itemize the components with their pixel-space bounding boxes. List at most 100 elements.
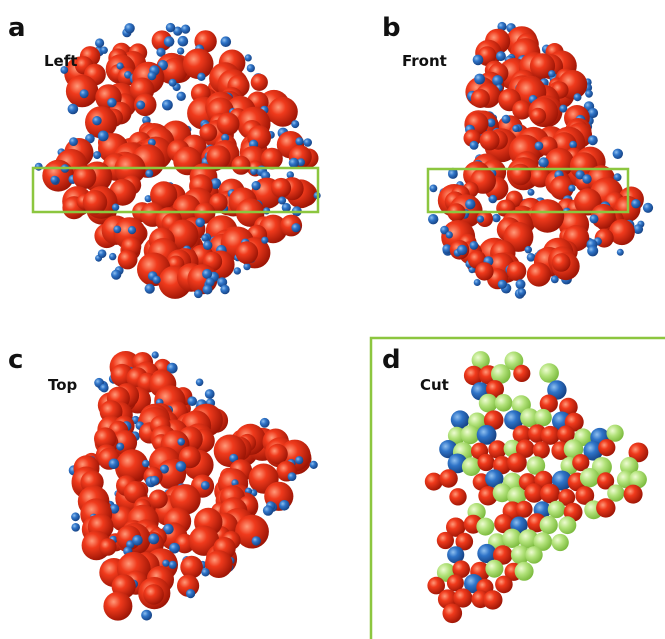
sphere xyxy=(430,185,438,193)
sphere xyxy=(111,270,121,280)
sphere xyxy=(180,556,203,579)
sphere xyxy=(195,218,205,228)
sphere xyxy=(141,610,152,621)
sphere xyxy=(221,36,232,47)
sphere xyxy=(530,108,546,124)
sphere xyxy=(169,79,177,87)
sphere xyxy=(100,384,109,393)
sphere xyxy=(142,460,150,468)
sphere xyxy=(474,74,485,85)
sphere xyxy=(480,130,500,150)
sphere xyxy=(534,409,551,426)
sphere xyxy=(153,276,161,284)
sphere xyxy=(548,501,565,518)
sphere xyxy=(527,262,551,286)
sphere xyxy=(263,505,273,515)
sphere xyxy=(470,241,479,250)
sphere xyxy=(118,250,138,270)
sphere xyxy=(495,576,513,594)
sphere xyxy=(109,253,116,260)
sphere xyxy=(234,267,241,274)
sphere xyxy=(485,560,503,578)
panel-letter: d xyxy=(382,345,401,375)
sphere xyxy=(164,36,175,47)
sphere xyxy=(507,453,527,473)
sphere xyxy=(492,214,500,222)
sphere xyxy=(617,249,624,256)
sphere xyxy=(475,262,493,280)
sphere xyxy=(124,23,134,33)
sphere xyxy=(128,226,136,234)
sphere xyxy=(538,157,548,167)
sphere xyxy=(535,142,544,151)
sphere xyxy=(169,561,177,569)
sphere xyxy=(607,425,624,442)
sphere xyxy=(568,185,575,192)
sphere xyxy=(449,488,466,505)
sphere xyxy=(471,89,490,108)
sphere xyxy=(596,498,615,517)
sphere xyxy=(470,141,479,150)
sphere xyxy=(93,151,101,159)
sphere xyxy=(116,443,124,451)
sphere xyxy=(232,156,251,175)
sphere xyxy=(289,158,299,168)
sphere xyxy=(68,104,79,115)
sphere xyxy=(201,568,209,576)
sphere xyxy=(295,456,303,464)
sphere xyxy=(643,203,653,213)
sphere xyxy=(203,285,213,295)
sphere xyxy=(496,51,506,61)
sphere xyxy=(271,178,291,198)
sphere xyxy=(516,501,533,518)
sphere xyxy=(148,72,157,81)
sphere xyxy=(186,589,195,598)
sphere xyxy=(588,135,598,145)
sphere-layer xyxy=(35,22,653,623)
sphere xyxy=(92,116,101,125)
sphere xyxy=(143,584,164,605)
sphere xyxy=(149,490,168,509)
sphere xyxy=(176,461,187,472)
panel-letter: b xyxy=(382,13,401,43)
sphere xyxy=(540,484,560,504)
sphere xyxy=(580,468,599,487)
panel-letter: c xyxy=(8,345,23,375)
sphere xyxy=(539,363,559,383)
sphere xyxy=(502,115,511,124)
sphere xyxy=(295,137,303,145)
sphere xyxy=(551,276,559,284)
sphere xyxy=(162,560,169,567)
sphere xyxy=(178,36,189,47)
sphere xyxy=(197,73,205,81)
sphere xyxy=(516,279,526,289)
sphere xyxy=(473,55,484,66)
sphere xyxy=(35,163,43,171)
sphere xyxy=(181,25,190,34)
sphere xyxy=(507,261,527,281)
sphere xyxy=(476,518,494,536)
sphere xyxy=(518,288,526,296)
sphere xyxy=(585,90,593,98)
sphere xyxy=(148,534,159,545)
sphere xyxy=(217,113,240,136)
sphere xyxy=(83,190,107,214)
sphere xyxy=(569,141,577,149)
sphere xyxy=(279,500,290,511)
sphere xyxy=(50,176,58,184)
sphere xyxy=(202,269,212,279)
sphere xyxy=(540,516,558,534)
sphere xyxy=(243,263,250,270)
sphere xyxy=(483,590,502,609)
sphere xyxy=(136,101,145,110)
sphere xyxy=(247,64,255,72)
sphere xyxy=(515,562,534,581)
sphere xyxy=(525,246,532,253)
sphere xyxy=(624,485,643,504)
sphere xyxy=(203,241,212,250)
sphere xyxy=(177,92,186,101)
sphere xyxy=(548,70,555,77)
sphere xyxy=(177,48,184,55)
sphere xyxy=(107,98,116,107)
sphere xyxy=(103,592,132,621)
